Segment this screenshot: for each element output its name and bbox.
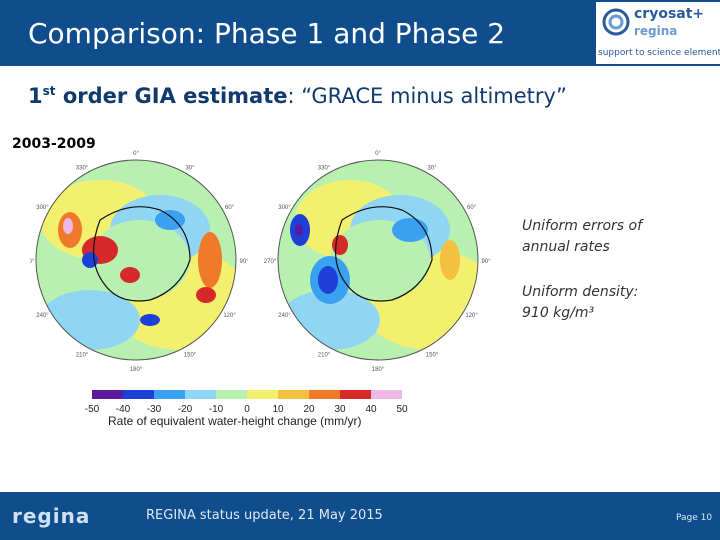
colorbar-tick-label: 30	[334, 404, 346, 415]
colorbar-tick-label: 10	[272, 404, 284, 415]
logo-text-tagline: support to science element	[598, 48, 720, 58]
map-phase2	[277, 159, 479, 361]
map-ring-label: 270°	[264, 259, 277, 265]
colorbar-segment	[247, 390, 278, 399]
note-line: Uniform errors of	[522, 218, 643, 234]
colorbar-tick-label: -30	[147, 404, 162, 415]
map-ring-label: 270°	[30, 259, 35, 265]
subtitle-ordinal: 1	[28, 84, 43, 108]
map-figure-svg: -50 -40 -30 -20 -10 0 10 20 30 40 50 Rate of equiv…	[22, 151, 491, 428]
map-phase1	[35, 159, 237, 361]
note-line: Uniform density:	[522, 284, 639, 300]
colorbar-tick-label: 50	[396, 404, 408, 415]
map-ring-label: 240°	[278, 313, 291, 319]
map-ring-label: 210°	[76, 353, 89, 359]
colorbar-segment	[309, 390, 340, 399]
colorbar-segment	[216, 390, 247, 399]
cryosat-swirl-icon	[602, 8, 630, 36]
logo-text-cryosat: cryosat+	[634, 6, 705, 22]
note-uniform-density: Uniform density: 910 kg/m³	[522, 282, 638, 324]
page-title: Comparison: Phase 1 and Phase 2	[28, 17, 506, 50]
colorbar-tick-label: 40	[365, 404, 377, 415]
footer-text: REGINA status update, 21 May 2015	[146, 508, 383, 523]
cryosat-logo: cryosat+ regina support to science eleme…	[596, 2, 720, 64]
map-ring-label: 300°	[36, 205, 49, 211]
slide-subtitle: 1st order GIA estimate: “GRACE minus alt…	[28, 84, 567, 108]
note-line: annual rates	[522, 239, 610, 255]
colorbar: -50 -40 -30 -20 -10 0 10 20 30 40 50	[85, 390, 408, 415]
period-label: 2003-2009	[12, 136, 96, 152]
page-number: Page 10	[676, 513, 713, 523]
colorbar-segment	[340, 390, 371, 399]
colorbar-tick-label: 20	[303, 404, 315, 415]
map-ring-label: 150°	[426, 353, 439, 359]
colorbar-segment	[278, 390, 309, 399]
subtitle-bold: order GIA estimate	[55, 84, 288, 108]
colorbar-segment	[123, 390, 154, 399]
colorbar-segment	[185, 390, 216, 399]
note-line: 910 kg/m³	[522, 305, 595, 321]
map-ring-label: 0°	[375, 151, 381, 157]
map-ring-label: 0°	[133, 151, 139, 157]
colorbar-segment	[92, 390, 123, 399]
colorbar-segment	[371, 390, 402, 399]
map-ring-label: 60°	[467, 205, 477, 211]
map-ring-label: 60°	[225, 205, 235, 211]
map-ring-label: 180°	[372, 367, 385, 373]
header-bar: Comparison: Phase 1 and Phase 2 cryosat+…	[0, 0, 720, 66]
subtitle-rest: : “GRACE minus altimetry”	[287, 84, 567, 108]
map-ring-label: 120°	[223, 313, 236, 319]
map-ring-label: 180°	[130, 367, 143, 373]
logo-text-regina: regina	[634, 24, 678, 38]
colorbar-tick-label: 0	[244, 404, 250, 415]
colorbar-segment	[154, 390, 185, 399]
colorbar-tick-label: -20	[178, 404, 193, 415]
map-ring-label: 240°	[36, 313, 49, 319]
map-ring-label: 300°	[278, 205, 291, 211]
map-ring-label: 90°	[239, 259, 249, 265]
map-ring-label: 330°	[76, 165, 89, 171]
subtitle-ordinal-suffix: st	[42, 84, 56, 98]
map-ring-label: 330°	[318, 165, 331, 171]
colorbar-label: Rate of equivalent water-height change (…	[108, 414, 361, 428]
map-ring-label: 30°	[185, 165, 195, 171]
colorbar-tick-label: -50	[85, 404, 100, 415]
footer-regina-logo: regina	[12, 504, 91, 528]
colorbar-tick-label: -40	[116, 404, 131, 415]
map-ring-label: 150°	[184, 353, 197, 359]
note-uniform-errors: Uniform errors of annual rates	[522, 216, 642, 258]
footer-bar: regina REGINA status update, 21 May 2015…	[0, 492, 720, 540]
map-ring-label: 210°	[318, 353, 331, 359]
map-ring-label: 90°	[481, 259, 491, 265]
map-ring-label: 30°	[427, 165, 437, 171]
gia-map-figure: -50 -40 -30 -20 -10 0 10 20 30 40 50 Rate of equiv…	[22, 150, 500, 440]
colorbar-tick-label: -10	[209, 404, 224, 415]
map-ring-label: 120°	[465, 313, 478, 319]
map-phase2-ring-labels: 0° 30° 60° 90° 120° 150° 180° 210° 240° 270° 300° 3…	[264, 151, 491, 373]
